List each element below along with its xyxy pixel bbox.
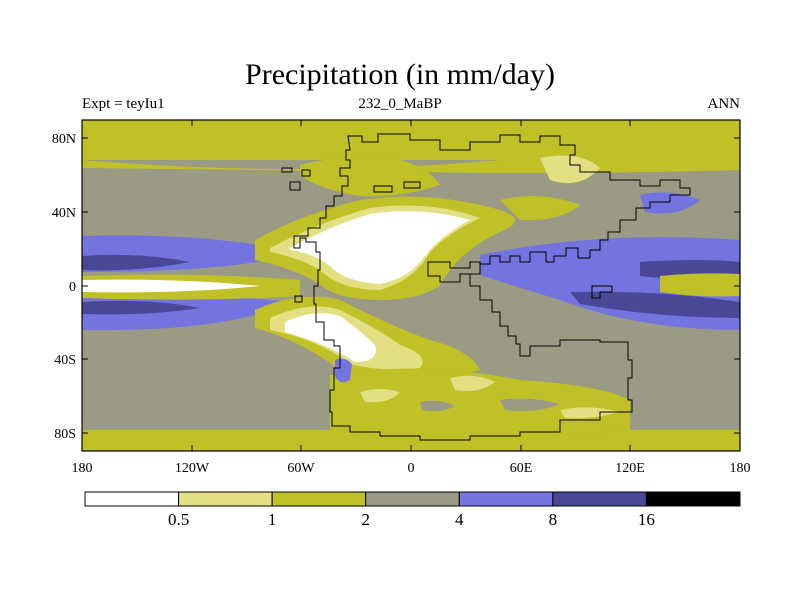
- southern-continent-field: [330, 368, 630, 435]
- north-east-land-band: [500, 196, 580, 221]
- season-label: ANN: [707, 96, 741, 112]
- southern-light-patch-1: [360, 389, 400, 403]
- pangaea-coastline: [293, 133, 691, 441]
- colorbar-swatch: [458, 491, 554, 507]
- colorbar-swatch: [365, 491, 460, 507]
- colorbar-level-label: 2: [361, 510, 370, 529]
- colorbar-swatch: [552, 491, 647, 507]
- lon-ticks: 180 120W 60W 0 60E 120E 180: [72, 120, 751, 476]
- lat-ticks: 80N 40N 0 40S 80S: [52, 132, 740, 442]
- colorbar-level-label: 16: [638, 510, 655, 529]
- period-label: 232_0_MaBP: [358, 96, 442, 112]
- colorbar-swatch: [178, 491, 273, 507]
- colorbar-level-label: 1: [268, 510, 277, 529]
- lon-label-60e: 60E: [510, 461, 533, 476]
- lon-label-180e: 180: [730, 461, 751, 476]
- tethys-core-south: [570, 291, 740, 318]
- lat-label-40n: 40N: [52, 206, 76, 221]
- precipitation-field: [82, 120, 740, 451]
- southern-gray-patch-1: [420, 400, 455, 412]
- colorbar-level-label: 8: [549, 510, 558, 529]
- experiment-label: Expt = teyIu1: [82, 96, 165, 112]
- inland-sea-outline: [427, 261, 481, 283]
- southern-gray-patch-2: [500, 398, 560, 412]
- south-pacific-core: [82, 300, 200, 315]
- east-equatorial-band: [660, 273, 740, 297]
- pangaea-dry-core: [290, 211, 470, 284]
- colorbar: 0.5 1 2 4 8 16: [84, 491, 741, 529]
- southwest-wet-patch: [335, 358, 352, 383]
- lat-label-80s: 80S: [54, 427, 76, 442]
- colorbar-swatch: [84, 491, 180, 507]
- north-islands: [373, 181, 421, 193]
- arctic-light-patch: [540, 155, 600, 184]
- southern-light-patch-2: [450, 375, 495, 391]
- small-island: [294, 295, 303, 303]
- north-land-band: [300, 156, 440, 197]
- south-dry-core: [285, 313, 376, 362]
- colorbar-swatch: [645, 491, 741, 507]
- lon-label-0: 0: [408, 461, 415, 476]
- northwest-islands: [281, 167, 311, 191]
- equatorial-dry-strip: [82, 279, 260, 293]
- colorbar-level-label: 4: [455, 510, 464, 529]
- colorbar-swatch: [271, 491, 367, 507]
- lon-label-180w: 180: [72, 461, 93, 476]
- lat-label-40s: 40S: [54, 353, 76, 368]
- antarctic-band: [82, 430, 740, 451]
- tethys-island: [591, 285, 613, 299]
- colorbar-level-label: 0.5: [168, 510, 189, 529]
- lon-label-120e: 120E: [615, 461, 645, 476]
- plot-title: Precipitation (in mm/day): [245, 58, 555, 91]
- north-pacific-core: [82, 254, 190, 271]
- northeast-wet-patch: [640, 192, 700, 214]
- lat-label-eq: 0: [69, 280, 76, 295]
- southern-light-patch-3: [560, 407, 620, 419]
- lon-label-120w: 120W: [175, 461, 210, 476]
- lon-label-60w: 60W: [287, 461, 315, 476]
- lat-label-80n: 80N: [52, 132, 76, 147]
